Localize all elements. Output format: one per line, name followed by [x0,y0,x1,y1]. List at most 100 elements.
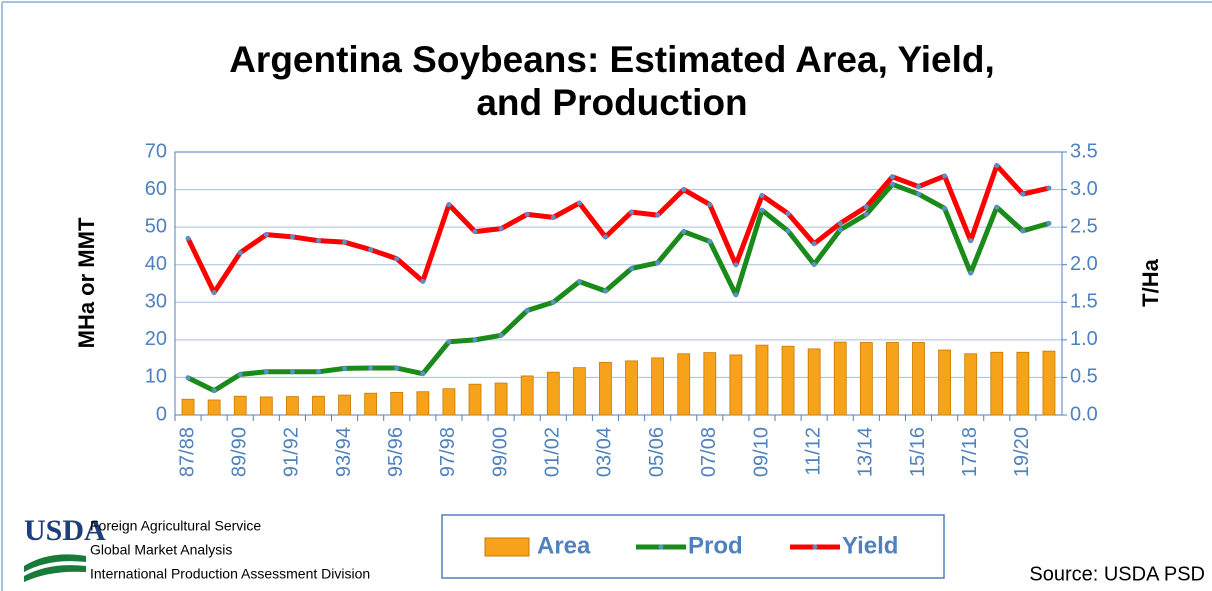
y2-tick-label: 3.0 [1070,178,1098,200]
logo-wave [24,565,86,582]
bar [520,375,534,416]
x-tick-label: 99/00 [489,427,511,477]
x-tick-label: 05/06 [646,427,668,477]
marker [602,288,608,294]
marker [733,262,739,268]
marker [524,211,530,217]
marker [472,337,478,343]
marker [185,235,191,241]
logo-text: USDA [24,514,106,547]
marker [629,209,635,215]
marker [707,202,713,208]
x-tick-label: 93/94 [333,427,355,477]
marker [733,292,739,298]
marker [1020,191,1026,197]
marker [576,200,582,206]
y2-tick-label: 1.5 [1070,291,1098,313]
legend-swatch [484,537,530,557]
bar [781,345,795,416]
bar [468,383,482,416]
marker [655,212,661,218]
x-tick-label: 11/12 [802,427,824,476]
marker [211,388,217,394]
bar [625,360,638,416]
marker [420,371,426,377]
y2-tick-label: 3.5 [1070,140,1098,162]
y-tick-label: 0 [156,403,167,425]
marker [629,265,635,271]
y-tick-label: 50 [145,215,167,237]
footer-line: International Production Assessment Divi… [90,566,370,582]
bar [494,382,508,416]
marker [576,279,582,285]
marker [289,234,295,240]
x-tick-label: 09/10 [750,427,772,477]
marker [550,299,556,305]
x-tick-label: 87/88 [176,427,198,477]
marker [889,174,895,180]
marker [837,227,843,233]
marker [863,211,869,217]
marker [289,369,295,375]
bar [1016,351,1030,416]
marker [994,204,1000,210]
bar [1042,350,1056,416]
x-tick-label: 07/08 [698,427,720,477]
marker [394,365,400,371]
marker [315,238,321,244]
source-note: Source: USDA PSD [1029,563,1205,585]
y-tick-label: 60 [145,178,167,200]
marker [968,238,974,244]
bar [938,349,952,416]
marker [916,184,922,190]
y2-axis-label: T/Ha [1138,258,1163,306]
marker [524,308,530,314]
y-tick-label: 40 [145,253,167,275]
bar [964,353,978,416]
marker [263,232,269,238]
marker [785,211,791,217]
bar [416,391,430,416]
marker [811,261,817,267]
marker [237,250,243,256]
marker [446,339,452,345]
marker [1046,220,1052,226]
bar [285,396,299,416]
marker [368,365,374,371]
bar [546,371,560,416]
y2-tick-label: 0.5 [1070,366,1098,388]
bar [833,341,847,416]
x-tick-label: 97/98 [437,427,459,477]
y-tick-label: 20 [145,328,167,350]
y-tick-label: 30 [145,291,167,313]
x-tick-label: 19/20 [1011,427,1033,477]
line [186,181,1050,394]
bar [677,353,691,416]
marker [759,193,765,199]
marker [498,332,504,338]
legend-label: Area [537,532,591,559]
marker [655,260,661,266]
y-tick-label: 70 [145,140,167,162]
marker [994,163,1000,169]
line [185,163,1050,296]
x-tick-label: 15/16 [907,427,929,477]
legend-marker [658,544,664,550]
y2-tick-label: 0.0 [1070,403,1098,425]
bar [651,357,665,416]
bar [233,395,247,416]
marker [785,228,791,234]
marker [263,369,269,375]
marker [368,247,374,253]
y2-tick-label: 2.5 [1070,215,1098,237]
marker [498,226,504,232]
bar [442,388,456,416]
marker [342,239,348,245]
x-tick-label: 01/02 [542,427,564,477]
usda-logo: USDA [24,514,106,582]
x-tick-label: 13/14 [855,427,877,477]
x-tick-label: 03/04 [594,427,616,477]
marker [811,241,817,247]
chart-title: and Production [476,82,747,123]
